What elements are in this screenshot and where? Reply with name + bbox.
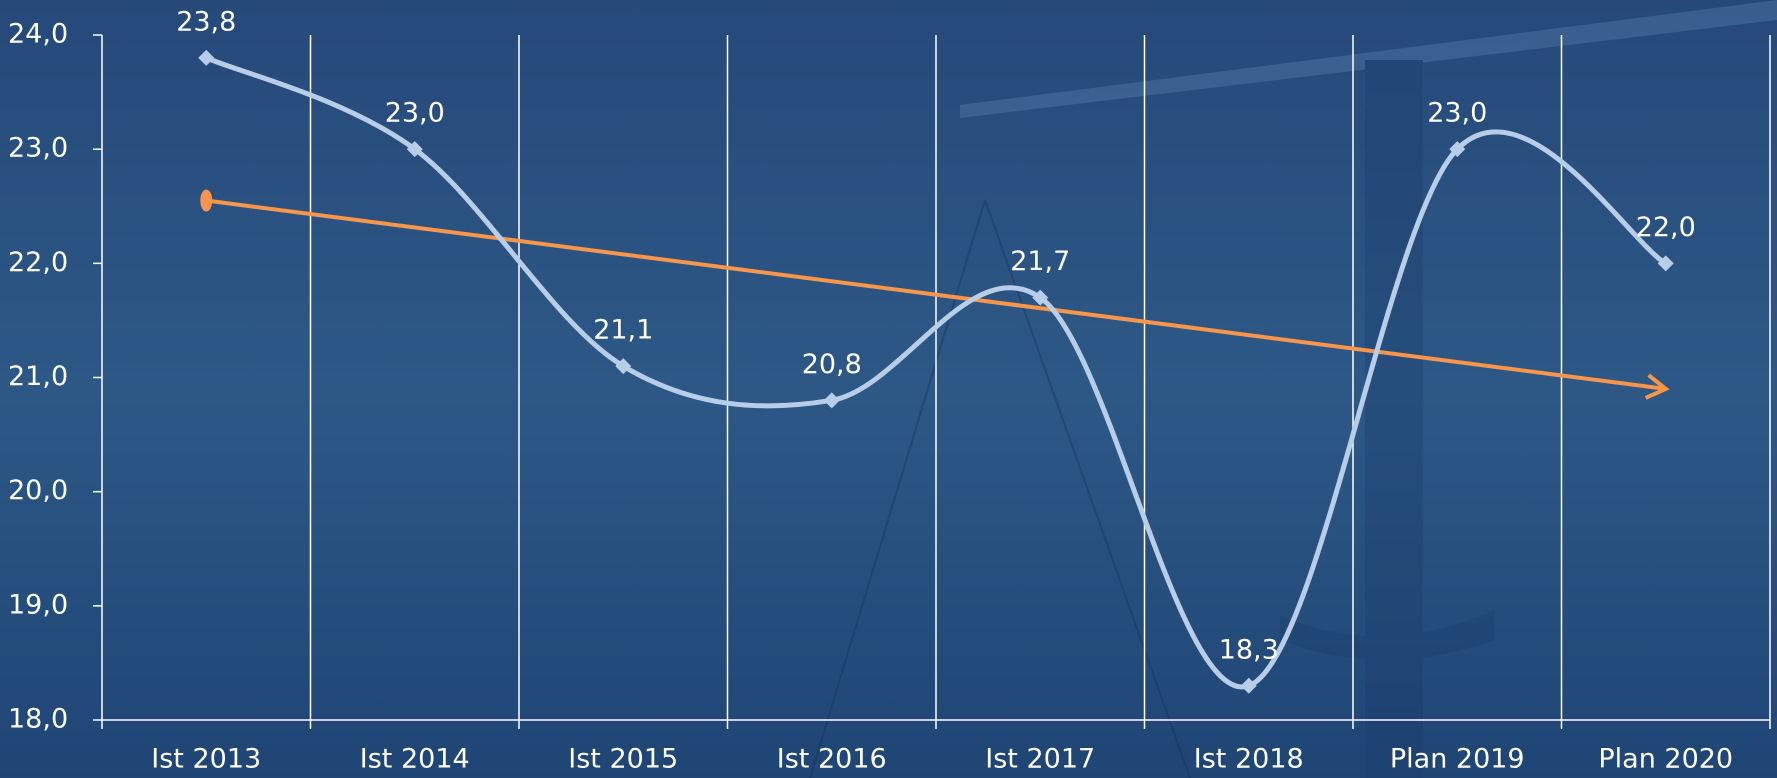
- x-tick-label: Plan 2020: [1598, 744, 1733, 775]
- data-label: 18,3: [1219, 634, 1279, 665]
- data-label: 22,0: [1636, 212, 1696, 243]
- y-tick-label: 20,0: [8, 475, 68, 506]
- marker: [198, 49, 215, 66]
- decoration: [809, 0, 1777, 778]
- data-label: 23,0: [385, 98, 445, 129]
- x-tick-label: Ist 2017: [985, 744, 1095, 775]
- marker: [1240, 677, 1257, 694]
- trend-arrow: [1644, 373, 1670, 400]
- data-label: 23,8: [176, 6, 236, 37]
- y-tick-label: 18,0: [8, 704, 68, 735]
- x-tick-label: Ist 2016: [777, 744, 887, 775]
- marker: [1449, 141, 1466, 158]
- data-label: 21,7: [1010, 246, 1070, 277]
- data-label: 23,0: [1427, 98, 1487, 129]
- y-tick-label: 21,0: [8, 361, 68, 392]
- y-tick-label: 24,0: [8, 19, 68, 50]
- marker: [406, 141, 423, 158]
- y-tick-label: 22,0: [8, 247, 68, 278]
- data-label: 20,8: [802, 349, 862, 380]
- y-tick-label: 23,0: [8, 133, 68, 164]
- marker: [1657, 255, 1674, 272]
- x-tick-label: Plan 2019: [1390, 744, 1525, 775]
- y-tick-label: 19,0: [8, 589, 68, 620]
- marker: [615, 358, 632, 375]
- x-tick-label: Ist 2013: [151, 744, 261, 775]
- x-tick-label: Ist 2015: [568, 744, 678, 775]
- marker: [1032, 289, 1049, 306]
- marker: [823, 392, 840, 409]
- x-tick-label: Ist 2014: [360, 744, 470, 775]
- trend-start: [200, 189, 213, 212]
- trend-line: [205, 198, 1667, 391]
- x-tick-label: Ist 2018: [1194, 744, 1304, 775]
- data-label: 21,1: [593, 315, 653, 346]
